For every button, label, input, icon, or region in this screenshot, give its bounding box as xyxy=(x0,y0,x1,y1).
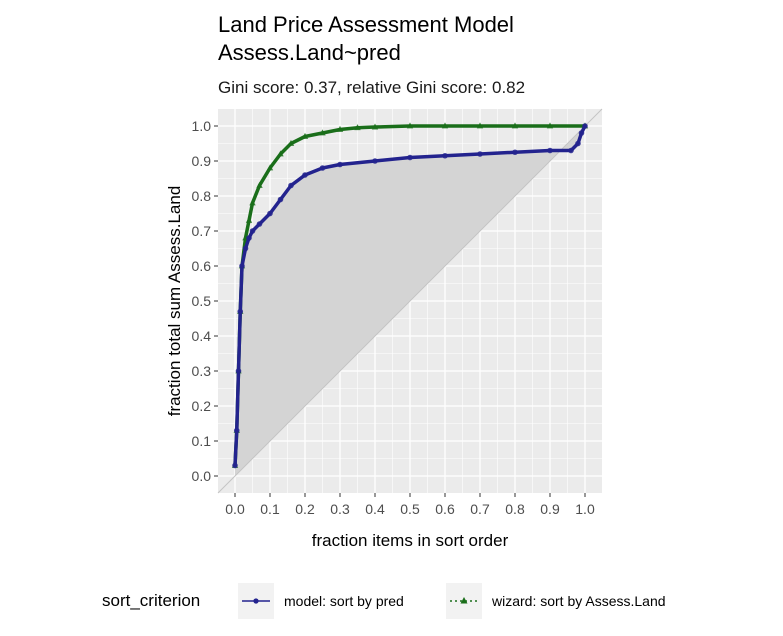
data-point xyxy=(232,462,238,469)
chart-title-line2: Assess.Land~pred xyxy=(218,40,401,65)
data-point xyxy=(302,172,308,178)
data-point xyxy=(546,122,554,129)
y-tick-label: 1.0 xyxy=(192,118,212,134)
x-tick-label: 0.8 xyxy=(505,501,525,517)
y-axis-ticks: 0.0 0.1 0.2 0.3 0.4 0.5 0.6 0.7 0.8 0.9 1.0 xyxy=(192,118,218,484)
y-tick-label: 0.6 xyxy=(192,258,212,274)
y-tick-label: 0.4 xyxy=(192,328,212,344)
x-tick-label: 0.7 xyxy=(470,501,490,517)
data-point xyxy=(442,152,448,159)
x-tick-label: 1.0 xyxy=(575,501,595,517)
data-point xyxy=(406,122,414,129)
data-point xyxy=(246,235,252,241)
chart-title: Land Price Assessment Model xyxy=(218,12,514,37)
data-point xyxy=(407,154,413,161)
data-point xyxy=(476,122,484,129)
diagonal-line xyxy=(217,108,603,494)
data-point xyxy=(336,125,344,132)
y-tick-label: 0.2 xyxy=(192,398,212,414)
data-point xyxy=(237,308,244,315)
x-tick-label: 0.0 xyxy=(225,501,245,517)
data-point xyxy=(287,139,295,146)
y-tick-label: 0.5 xyxy=(192,293,212,309)
legend-title: sort_criterion xyxy=(102,591,200,610)
data-point xyxy=(249,228,256,234)
legend-marker-model xyxy=(253,598,259,604)
legend-label-model: model: sort by pred xyxy=(284,593,404,609)
data-point xyxy=(233,427,240,434)
x-tick-label: 0.4 xyxy=(365,501,385,517)
y-tick-label: 0.8 xyxy=(192,188,212,204)
x-tick-label: 0.2 xyxy=(295,501,315,517)
data-point xyxy=(256,221,263,227)
data-point xyxy=(575,140,581,147)
data-point xyxy=(354,124,361,131)
legend-label-wizard: wizard: sort by Assess.Land xyxy=(491,593,666,609)
data-point xyxy=(578,130,585,136)
data-point xyxy=(242,245,249,252)
y-tick-label: 0.3 xyxy=(192,363,212,379)
data-point xyxy=(256,181,263,188)
data-point xyxy=(568,147,574,154)
y-tick-label: 0.9 xyxy=(192,153,212,169)
data-point xyxy=(288,182,294,189)
data-point xyxy=(249,199,256,206)
data-point xyxy=(371,123,379,130)
x-tick-label: 0.1 xyxy=(260,501,280,517)
data-point xyxy=(477,151,483,157)
x-tick-label: 0.3 xyxy=(330,501,350,517)
data-point xyxy=(266,164,274,171)
x-tick-label: 0.9 xyxy=(540,501,560,517)
series-layer xyxy=(231,122,589,469)
data-point xyxy=(441,122,449,129)
data-point xyxy=(235,368,242,374)
data-point xyxy=(319,129,326,136)
data-point xyxy=(239,263,245,269)
data-point xyxy=(245,216,253,223)
series-model xyxy=(232,123,588,469)
data-point xyxy=(277,196,284,203)
y-axis-title: fraction total sum Assess.Land xyxy=(165,186,184,417)
data-point xyxy=(301,132,309,139)
data-point xyxy=(337,161,343,168)
legend: sort_criterion model: sort by pred wizar… xyxy=(102,583,666,619)
data-point xyxy=(512,149,518,156)
data-point xyxy=(547,147,553,154)
x-tick-label: 0.5 xyxy=(400,501,420,517)
data-point xyxy=(319,165,326,171)
y-tick-label: 0.0 xyxy=(192,468,212,484)
legend-marker-wizard xyxy=(460,597,468,604)
data-point xyxy=(267,210,273,217)
y-tick-label: 0.7 xyxy=(192,223,212,239)
x-axis-ticks: 0.0 0.1 0.2 0.3 0.4 0.5 0.6 0.7 0.8 0.9 1.0 xyxy=(225,493,595,517)
data-point xyxy=(372,158,378,164)
x-axis-title: fraction items in sort order xyxy=(312,531,509,550)
x-tick-label: 0.6 xyxy=(435,501,455,517)
data-point xyxy=(511,122,519,129)
data-point xyxy=(582,123,588,129)
chart-subtitle: Gini score: 0.37, relative Gini score: 0… xyxy=(218,78,525,97)
data-point xyxy=(277,150,284,157)
y-tick-label: 0.1 xyxy=(192,433,212,449)
